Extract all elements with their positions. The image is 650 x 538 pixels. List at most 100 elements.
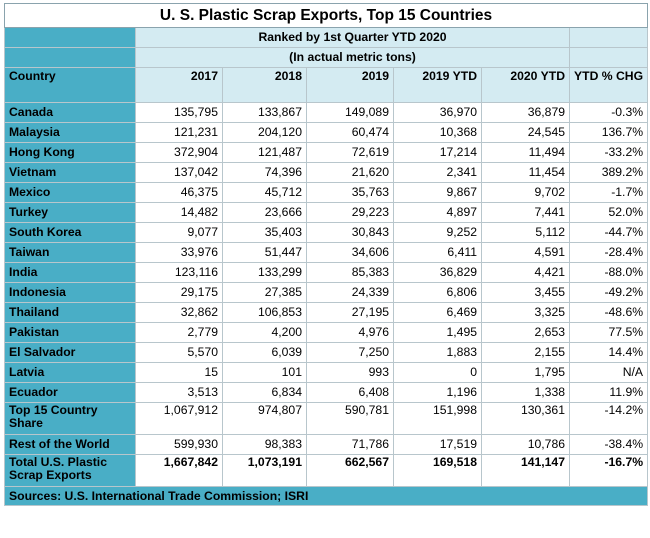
value-cell-y2019: 71,786	[306, 434, 394, 455]
value-cell-y2017: 5,570	[135, 342, 223, 363]
value-cell-y2018: 35,403	[222, 222, 307, 243]
table-row: El Salvador 5,570 6,039 7,250 1,883 2,155 14.4…	[4, 342, 649, 363]
value-cell-ytd2020: 2,653	[481, 322, 570, 343]
value-cell-y2018: 204,120	[222, 122, 307, 143]
value-cell-ytd2019: 1,495	[393, 322, 482, 343]
value-cell-y2019: 21,620	[306, 162, 394, 183]
value-cell-y2017: 14,482	[135, 202, 223, 223]
value-cell-chg: 52.0%	[568, 202, 649, 223]
table-title: U. S. Plastic Scrap Exports, Top 15 Coun…	[3, 3, 649, 28]
value-cell-y2019: 24,339	[306, 282, 394, 303]
value-cell-y2019: 662,567	[306, 454, 394, 487]
table-row: Turkey 14,482 23,666 29,223 4,897 7,441 52.0%	[4, 202, 649, 223]
value-cell-y2018: 106,853	[222, 302, 307, 323]
value-cell-ytd2020: 130,361	[481, 402, 570, 435]
header-spacer	[568, 47, 649, 68]
value-cell-ytd2019: 6,469	[393, 302, 482, 323]
value-cell-ytd2020: 11,494	[481, 142, 570, 163]
value-cell-ytd2019: 151,998	[393, 402, 482, 435]
value-cell-chg: -44.7%	[568, 222, 649, 243]
table-row: Hong Kong 372,904 121,487 72,619 17,214 11,49…	[4, 142, 649, 163]
value-cell-y2017: 2,779	[135, 322, 223, 343]
value-cell-y2018: 101	[222, 362, 307, 383]
value-cell-y2018: 6,039	[222, 342, 307, 363]
country-cell: South Korea	[4, 222, 136, 243]
value-cell-ytd2019: 9,867	[393, 182, 482, 203]
column-header-2020-ytd: 2020 YTD	[481, 67, 570, 103]
value-cell-y2017: 372,904	[135, 142, 223, 163]
value-cell-y2019: 35,763	[306, 182, 394, 203]
country-cell: Top 15 Country Share	[4, 402, 136, 435]
table-row: Latvia 15 101 993 0 1,795 N/A	[4, 362, 649, 383]
column-header-2018: 2018	[222, 67, 307, 103]
table-row: South Korea 9,077 35,403 30,843 9,252 5,112 -4…	[4, 222, 649, 243]
country-cell: Total U.S. Plastic Scrap Exports	[4, 454, 136, 487]
value-cell-ytd2019: 169,518	[393, 454, 482, 487]
value-cell-y2018: 45,712	[222, 182, 307, 203]
value-cell-y2019: 72,619	[306, 142, 394, 163]
table-row: Taiwan 33,976 51,447 34,606 6,411 4,591 -28.4%	[4, 242, 649, 263]
table-row: Ecuador 3,513 6,834 6,408 1,196 1,338 11.9%	[4, 382, 649, 403]
source-note: Sources: U.S. International Trade Commis…	[3, 486, 649, 506]
value-cell-y2018: 74,396	[222, 162, 307, 183]
value-cell-ytd2020: 141,147	[481, 454, 570, 487]
column-header-2017: 2017	[135, 67, 223, 103]
country-cell: Malaysia	[4, 122, 136, 143]
value-cell-ytd2020: 4,591	[481, 242, 570, 263]
value-cell-chg: -1.7%	[568, 182, 649, 203]
country-cell: Mexico	[4, 182, 136, 203]
country-cell: Vietnam	[4, 162, 136, 183]
country-cell: Latvia	[4, 362, 136, 383]
value-cell-ytd2019: 1,196	[393, 382, 482, 403]
value-cell-ytd2020: 7,441	[481, 202, 570, 223]
value-cell-ytd2020: 11,454	[481, 162, 570, 183]
value-cell-ytd2019: 9,252	[393, 222, 482, 243]
value-cell-ytd2019: 36,970	[393, 102, 482, 123]
unit-note: (In actual metric tons)	[135, 47, 570, 68]
value-cell-chg: -33.2%	[568, 142, 649, 163]
value-cell-y2018: 27,385	[222, 282, 307, 303]
value-cell-chg: -28.4%	[568, 242, 649, 263]
value-cell-ytd2019: 17,519	[393, 434, 482, 455]
value-cell-y2017: 1,667,842	[135, 454, 223, 487]
country-cell: Indonesia	[4, 282, 136, 303]
value-cell-y2017: 121,231	[135, 122, 223, 143]
value-cell-chg: N/A	[568, 362, 649, 383]
table-subtitle: Ranked by 1st Quarter YTD 2020	[135, 27, 570, 48]
value-cell-y2017: 123,116	[135, 262, 223, 283]
value-cell-y2017: 1,067,912	[135, 402, 223, 435]
value-cell-ytd2020: 2,155	[481, 342, 570, 363]
column-header-2019: 2019	[306, 67, 394, 103]
value-cell-y2017: 3,513	[135, 382, 223, 403]
value-cell-y2019: 29,223	[306, 202, 394, 223]
value-cell-y2017: 135,795	[135, 102, 223, 123]
value-cell-ytd2020: 4,421	[481, 262, 570, 283]
value-cell-y2018: 133,299	[222, 262, 307, 283]
value-cell-chg: -16.7%	[568, 454, 649, 487]
value-cell-ytd2019: 4,897	[393, 202, 482, 223]
value-cell-chg: -49.2%	[568, 282, 649, 303]
value-cell-ytd2020: 3,455	[481, 282, 570, 303]
value-cell-chg: 136.7%	[568, 122, 649, 143]
value-cell-ytd2019: 6,806	[393, 282, 482, 303]
value-cell-chg: 389.2%	[568, 162, 649, 183]
value-cell-y2018: 23,666	[222, 202, 307, 223]
value-cell-ytd2019: 2,341	[393, 162, 482, 183]
value-cell-ytd2019: 17,214	[393, 142, 482, 163]
header-spacer	[4, 27, 136, 48]
value-cell-y2019: 30,843	[306, 222, 394, 243]
value-cell-y2018: 121,487	[222, 142, 307, 163]
value-cell-y2018: 6,834	[222, 382, 307, 403]
value-cell-ytd2019: 0	[393, 362, 482, 383]
value-cell-chg: -0.3%	[568, 102, 649, 123]
value-cell-y2019: 7,250	[306, 342, 394, 363]
value-cell-ytd2019: 10,368	[393, 122, 482, 143]
value-cell-chg: 11.9%	[568, 382, 649, 403]
value-cell-ytd2020: 9,702	[481, 182, 570, 203]
value-cell-chg: 77.5%	[568, 322, 649, 343]
value-cell-ytd2019: 6,411	[393, 242, 482, 263]
column-header-country: Country	[4, 67, 136, 103]
value-cell-y2019: 4,976	[306, 322, 394, 343]
value-cell-y2018: 51,447	[222, 242, 307, 263]
value-cell-ytd2020: 5,112	[481, 222, 570, 243]
